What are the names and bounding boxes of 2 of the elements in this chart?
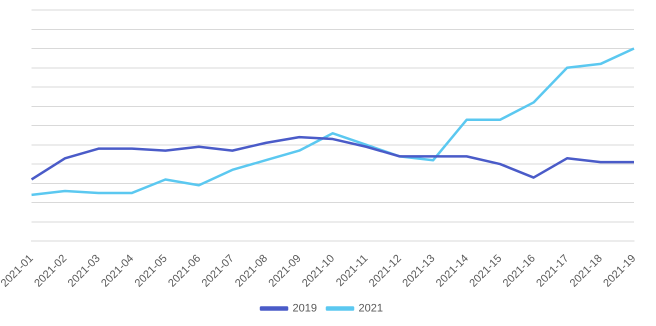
legend-label: 2021: [358, 302, 383, 315]
legend-label: 2019: [292, 302, 318, 315]
